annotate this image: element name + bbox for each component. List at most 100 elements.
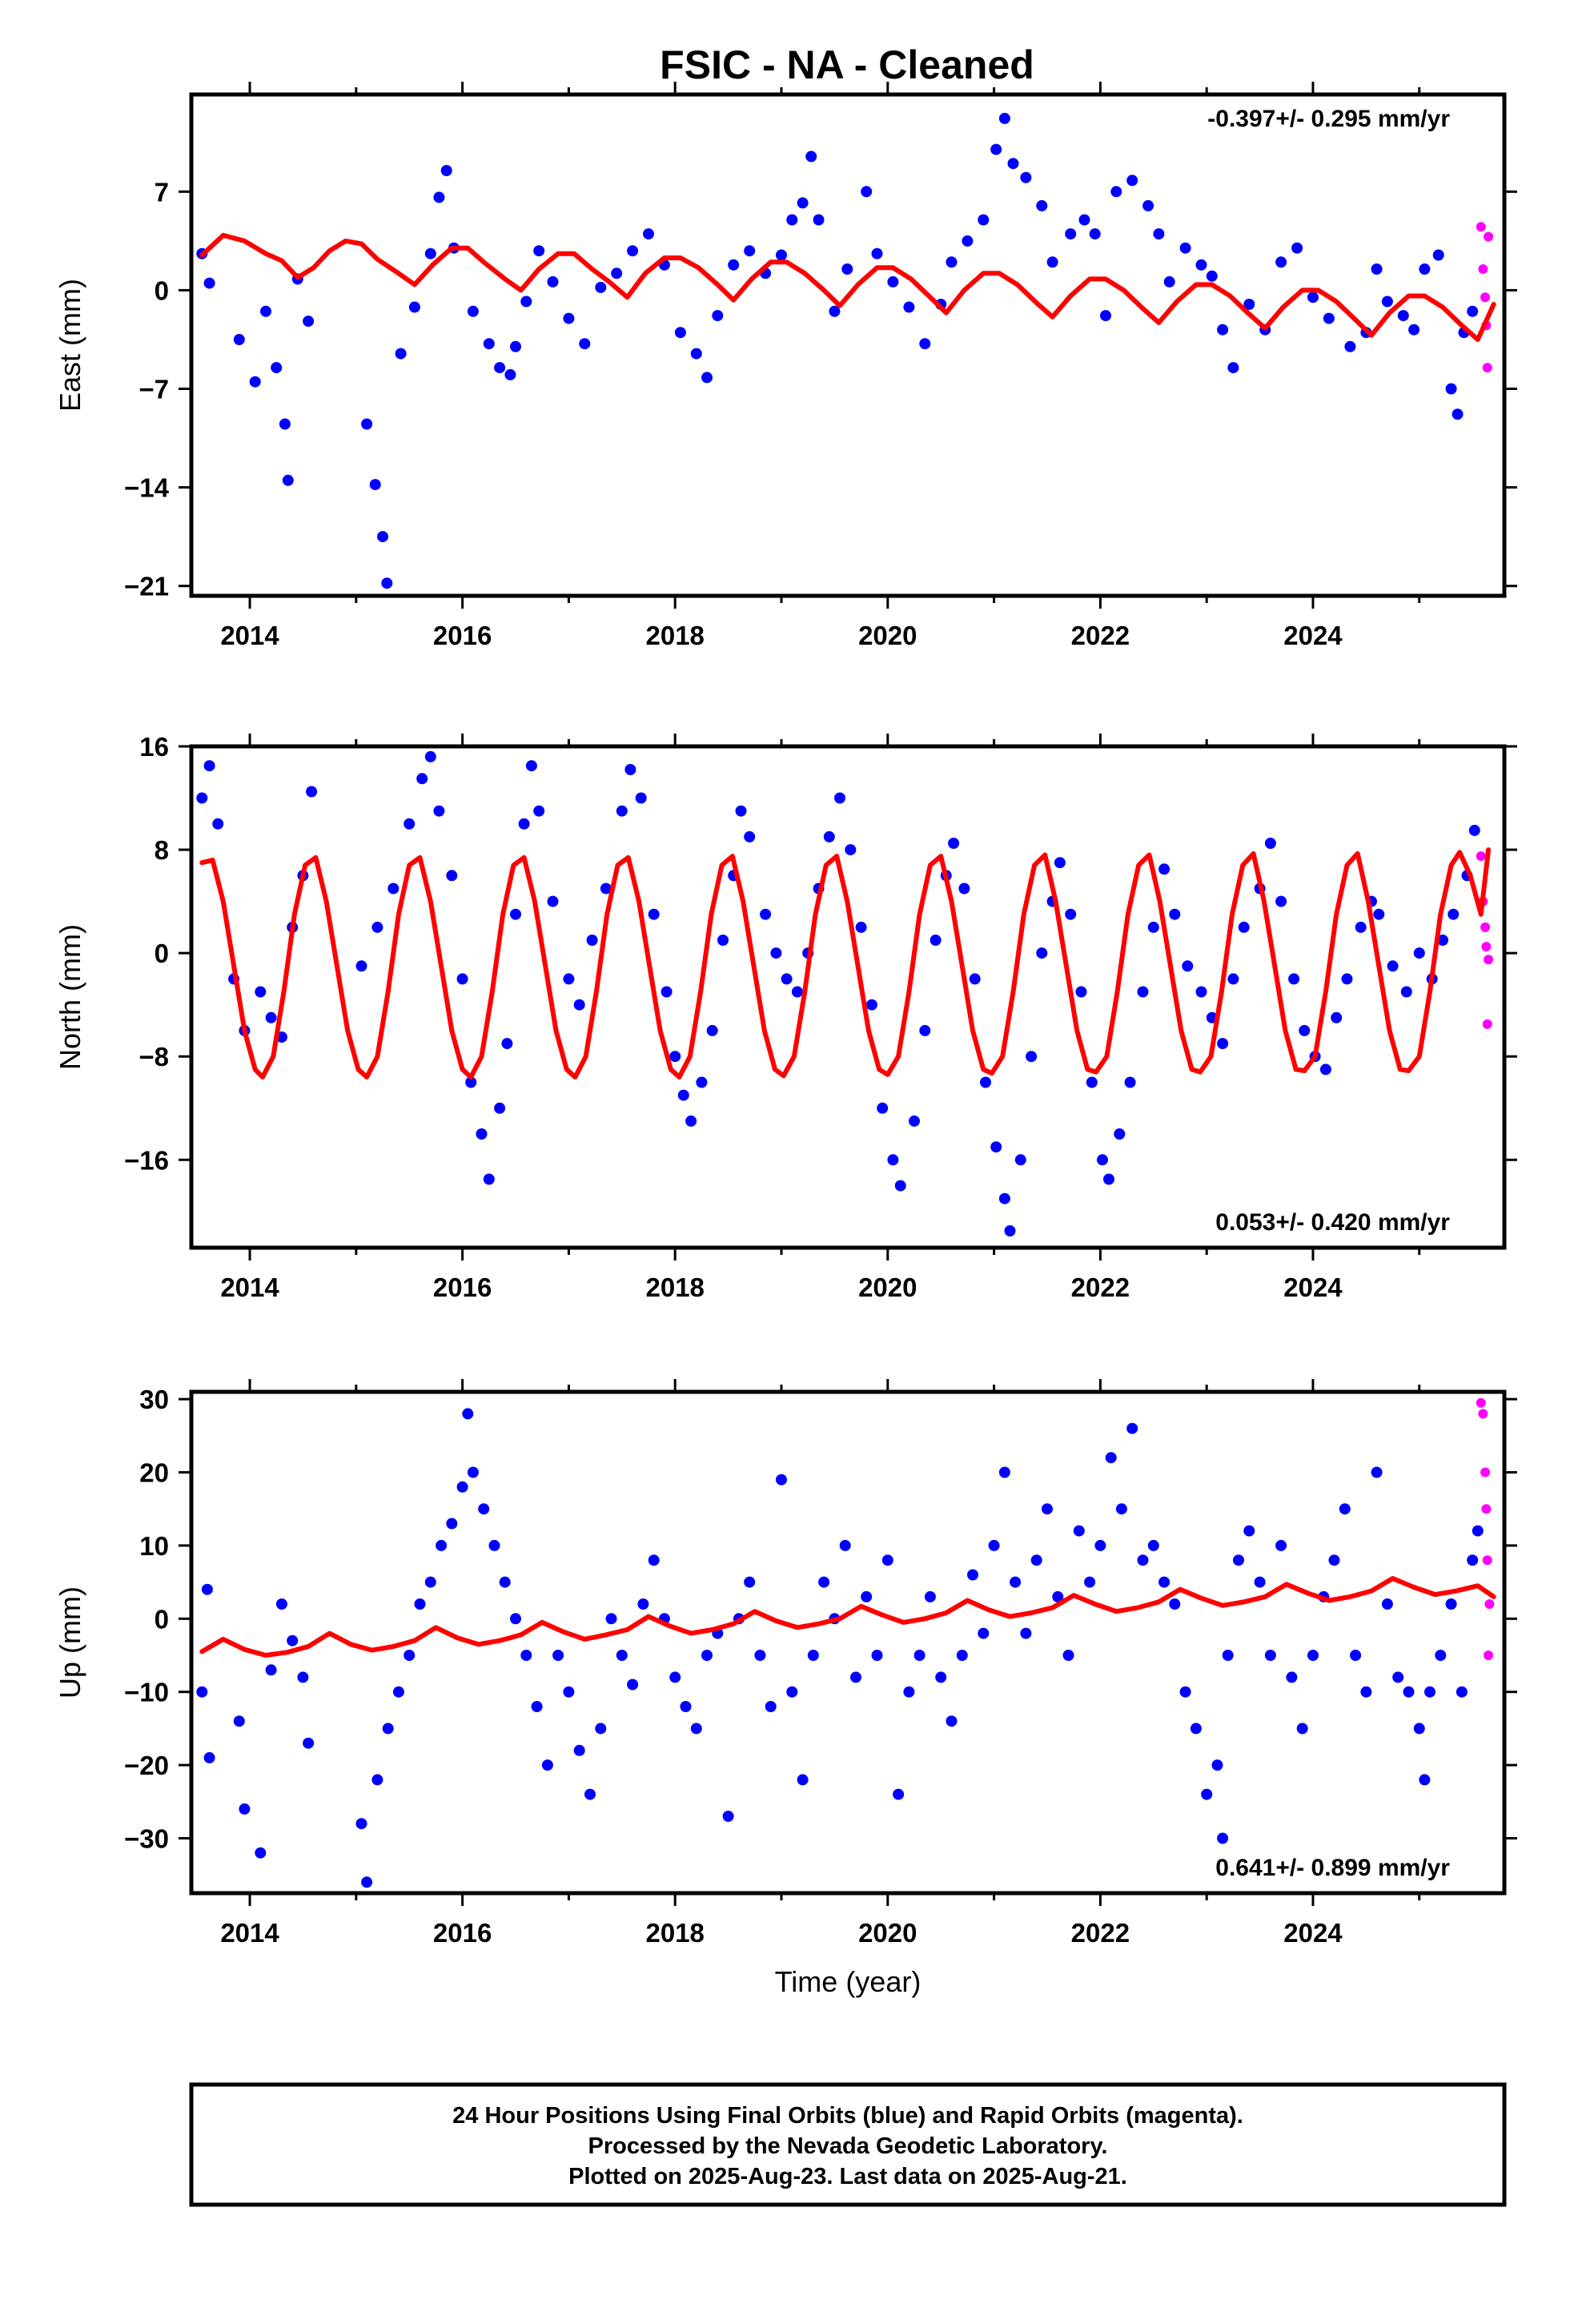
north-final-point: [525, 760, 537, 772]
north-final-point: [494, 1102, 506, 1114]
north-final-point: [616, 805, 628, 817]
east-final-point: [233, 334, 245, 345]
up-final-point: [1020, 1627, 1032, 1639]
north-final-point: [1319, 1063, 1331, 1076]
up-final-point: [1042, 1503, 1053, 1515]
up-plot-frame: [189, 1389, 1507, 1896]
east-final-point: [377, 531, 388, 543]
footer-box: 24 Hour Positions Using Final Orbits (bl…: [189, 2082, 1507, 2207]
north-final-point: [990, 1141, 1002, 1153]
east-final-point: [861, 186, 873, 198]
east-final-point: [1307, 292, 1319, 304]
up-final-point: [754, 1650, 766, 1661]
east-final-point: [1408, 324, 1420, 336]
north-y-tick-label: −8: [139, 1042, 169, 1072]
east-final-point: [1020, 171, 1032, 183]
north-rapid-point: [1484, 955, 1494, 965]
east-final-point: [962, 235, 974, 247]
up-final-point: [1233, 1554, 1244, 1566]
up-final-point: [201, 1583, 213, 1595]
up-final-point: [807, 1650, 819, 1661]
north-final-point: [203, 760, 215, 772]
east-final-point: [303, 316, 315, 328]
east-final-point: [595, 281, 607, 293]
up-final-point: [392, 1686, 404, 1698]
up-final-point: [998, 1466, 1010, 1478]
up-final-point: [1073, 1525, 1085, 1537]
up-final-point: [1094, 1539, 1106, 1551]
north-final-point: [1182, 960, 1194, 972]
north-final-point: [1227, 973, 1239, 985]
north-final-point: [706, 1024, 718, 1036]
north-final-point: [1264, 838, 1276, 849]
up-final-point: [584, 1788, 596, 1800]
east-final-point: [919, 338, 931, 350]
east-final-point: [369, 479, 381, 491]
north-final-point: [1275, 895, 1287, 907]
east-model-line: [199, 232, 1496, 342]
up-final-point: [1392, 1671, 1404, 1683]
up-final-point: [1275, 1539, 1287, 1551]
north-final-point: [1169, 908, 1181, 920]
north-final-point: [744, 830, 756, 842]
up-final-point: [361, 1876, 373, 1888]
north-rapid-point: [1481, 942, 1492, 952]
north-model-line: [199, 847, 1492, 1080]
up-final-point: [1339, 1503, 1351, 1515]
east-rapid-point: [1484, 231, 1494, 242]
north-x-tick-label: 2018: [645, 1273, 704, 1302]
up-final-point: [467, 1466, 479, 1478]
up-final-point: [1126, 1422, 1138, 1434]
up-x-tick-label: 2020: [858, 1918, 917, 1948]
east-final-point: [1036, 199, 1048, 211]
north-panel: 2014 2016 2018 2020 2022 2024 16 8 0 −8 −16 North (…: [54, 732, 1517, 1302]
north-final-point: [669, 1051, 681, 1063]
east-final-point: [1452, 408, 1464, 420]
east-final-point: [1163, 275, 1175, 287]
up-final-point: [404, 1650, 416, 1661]
up-x-tick-label: 2024: [1283, 1918, 1343, 1948]
up-final-point: [744, 1576, 756, 1588]
east-final-point: [483, 338, 495, 350]
up-rapid-point: [1478, 1409, 1488, 1419]
up-final-point: [1381, 1598, 1393, 1610]
east-final-point: [1217, 324, 1229, 336]
east-x-tick-label: 2020: [858, 621, 917, 650]
north-final-point: [355, 960, 367, 972]
up-final-point: [818, 1576, 830, 1588]
up-final-point: [1413, 1723, 1425, 1735]
up-final-point: [1158, 1576, 1170, 1588]
east-final-point: [504, 368, 516, 380]
north-y-tick-label: 16: [139, 732, 169, 762]
north-final-point: [586, 935, 598, 946]
up-final-point: [478, 1503, 490, 1515]
east-final-point: [805, 151, 817, 163]
up-final-point: [520, 1650, 532, 1661]
east-final-point: [643, 228, 654, 240]
up-final-point: [1264, 1650, 1276, 1661]
north-y-tick-label: −16: [124, 1145, 169, 1175]
east-final-point: [946, 256, 958, 268]
north-final-point: [1086, 1076, 1098, 1088]
north-final-point: [1437, 935, 1448, 946]
up-y-tick-label: −20: [124, 1751, 169, 1780]
east-final-point: [381, 577, 393, 589]
up-rapid-point: [1480, 1467, 1491, 1478]
north-final-point: [1299, 1024, 1311, 1036]
footer-line-1: 24 Hour Positions Using Final Orbits (bl…: [452, 2103, 1243, 2129]
east-x-tick-label: 2024: [1283, 621, 1343, 650]
north-final-point: [909, 1115, 920, 1127]
east-y-tick-label: 7: [155, 177, 169, 207]
east-final-point: [440, 165, 452, 176]
up-y-tick-label: 30: [139, 1385, 169, 1414]
up-final-point: [1105, 1452, 1117, 1464]
east-final-point: [361, 418, 373, 430]
north-final-point: [476, 1128, 488, 1140]
north-final-point: [1217, 1038, 1229, 1050]
up-y-tick-label: 10: [139, 1531, 169, 1561]
north-final-point: [1124, 1076, 1136, 1088]
north-final-point: [433, 805, 445, 817]
up-final-point: [1254, 1576, 1266, 1588]
north-final-point: [456, 973, 468, 985]
north-final-point: [1065, 908, 1077, 920]
